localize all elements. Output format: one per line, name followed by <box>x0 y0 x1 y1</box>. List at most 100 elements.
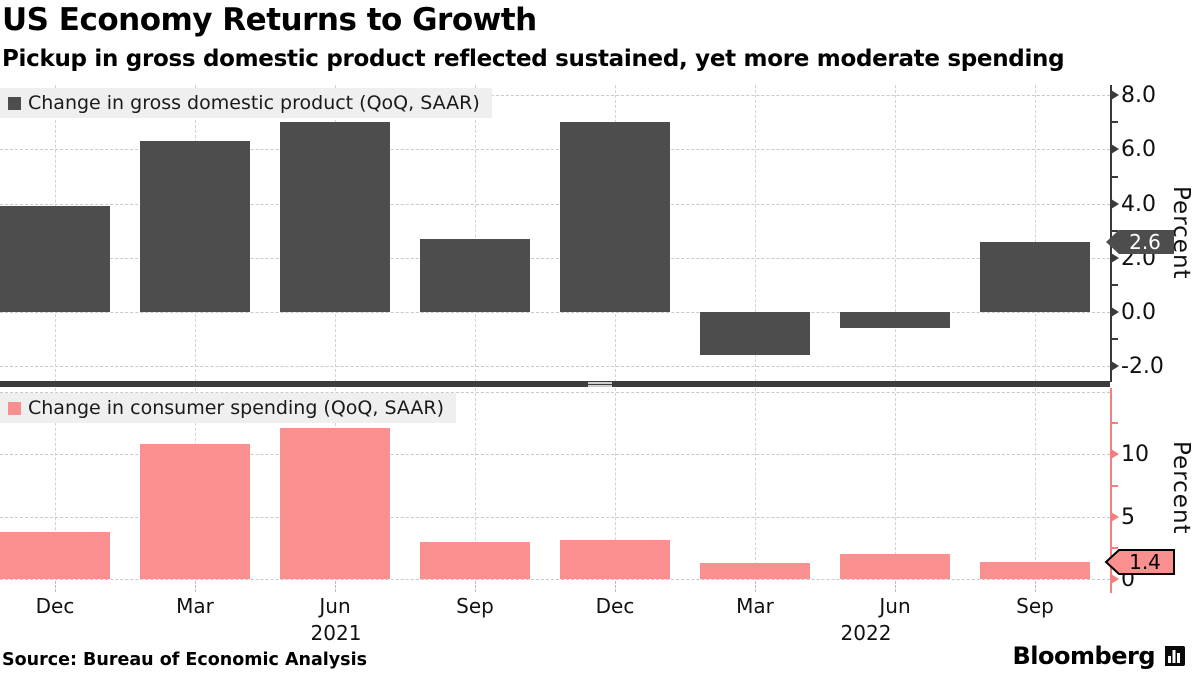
gridline-v <box>1035 388 1036 580</box>
svg-text:1.4: 1.4 <box>1129 550 1161 574</box>
consumer-spending-axis-title: Percent <box>1168 441 1194 535</box>
gdp-legend-label: Change in gross domestic product (QoQ, S… <box>28 92 480 114</box>
y-minor-tick <box>1111 175 1118 178</box>
gridline-h <box>0 366 1110 368</box>
gdp-legend: Change in gross domestic product (QoQ, S… <box>0 88 492 118</box>
panel-divider <box>0 381 1110 387</box>
gdp-bar <box>700 312 810 356</box>
x-axis-label: Jun <box>879 594 911 618</box>
gridline-v <box>1035 85 1036 382</box>
gdp-y-axis <box>1110 85 1112 382</box>
consumer-spending-last-value-badge: 1.4 <box>1104 547 1178 582</box>
consumer-spending-bar <box>700 562 810 579</box>
y-tick <box>1111 574 1119 584</box>
gridline-v <box>615 388 616 580</box>
y-tick <box>1111 198 1119 209</box>
chart-title: US Economy Returns to Growth <box>2 2 537 38</box>
x-tick <box>1035 581 1036 592</box>
y-tick-label: 8.0 <box>1121 83 1156 109</box>
gdp-legend-swatch <box>8 96 21 110</box>
gridline-v <box>895 85 896 382</box>
consumer-spending-bar <box>140 444 250 579</box>
x-axis-label: Sep <box>456 594 494 618</box>
bloomberg-terminal-icon <box>1162 644 1186 668</box>
panel-divider-grip[interactable] <box>588 382 612 384</box>
gridline-v <box>755 85 756 382</box>
gridline-h <box>0 312 1110 313</box>
x-tick <box>895 581 896 592</box>
bloomberg-logo: Bloomberg <box>1013 642 1186 670</box>
x-axis-label: Mar <box>176 594 214 618</box>
consumer-spending-legend-swatch <box>8 401 21 415</box>
y-minor-tick <box>1111 546 1118 549</box>
consumer-spending-bar <box>980 561 1090 579</box>
consumer-spending-bar <box>280 428 390 579</box>
x-axis-year-label: 2021 <box>310 621 362 645</box>
gridline-h <box>0 257 1110 259</box>
consumer-spending-legend: Change in consumer spending (QoQ, SAAR) <box>0 393 456 423</box>
gdp-bar <box>0 206 110 312</box>
x-tick <box>615 581 616 592</box>
y-tick <box>1111 144 1119 155</box>
x-tick <box>755 581 756 592</box>
x-axis-label: Dec <box>595 594 635 618</box>
source-note: Source: Bureau of Economic Analysis <box>2 650 368 670</box>
y-tick <box>1111 252 1119 263</box>
gridline-h <box>0 516 1110 518</box>
y-tick <box>1111 361 1119 372</box>
gridline-v <box>55 388 56 580</box>
gridline-h <box>0 149 1110 151</box>
gdp-last-value-badge: 2.6 <box>1104 227 1178 262</box>
y-tick-label: 10 <box>1121 442 1149 468</box>
x-tick <box>55 581 56 592</box>
gdp-bar <box>560 122 670 312</box>
gdp-bar <box>980 241 1090 312</box>
gridline-h <box>0 392 1110 394</box>
consumer-spending-legend-label: Change in consumer spending (QoQ, SAAR) <box>28 397 444 419</box>
y-tick <box>1111 449 1119 460</box>
y-minor-tick <box>1111 338 1118 341</box>
gridline-v <box>895 388 896 580</box>
x-axis-label: Sep <box>1016 594 1054 618</box>
gridline-h <box>0 454 1110 456</box>
y-tick <box>1111 511 1119 522</box>
y-tick-label: 0.0 <box>1121 300 1156 325</box>
consumer-spending-bar <box>420 541 530 579</box>
gdp-bar <box>420 238 530 312</box>
consumer-spending-bar <box>0 531 110 579</box>
bloomberg-wordmark: Bloomberg <box>1012 642 1156 670</box>
chart-subtitle: Pickup in gross domestic product reflect… <box>2 46 1065 72</box>
y-tick-label: -2.0 <box>1121 354 1164 380</box>
gridline-v <box>475 388 476 580</box>
gdp-bar <box>140 141 250 312</box>
gridline-v <box>475 85 476 382</box>
x-axis-label: Dec <box>35 594 75 618</box>
y-tick-label: 5 <box>1121 504 1135 530</box>
gridline-h <box>0 203 1110 205</box>
consumer-spending-bar <box>840 554 950 579</box>
x-tick <box>475 581 476 592</box>
gridline-h <box>0 95 1110 97</box>
x-axis-label: Jun <box>319 594 351 618</box>
consumer-spending-bar <box>560 540 670 579</box>
y-minor-tick <box>1111 422 1118 425</box>
y-minor-tick <box>1111 484 1118 487</box>
y-tick <box>1111 307 1119 317</box>
x-axis-label: Mar <box>736 594 774 618</box>
y-tick-label: 6.0 <box>1121 137 1156 163</box>
x-tick <box>335 581 336 592</box>
x-axis-year-label: 2022 <box>840 621 892 645</box>
y-minor-tick <box>1111 283 1118 286</box>
svg-text:2.6: 2.6 <box>1129 230 1161 254</box>
gdp-bar <box>280 122 390 312</box>
y-minor-tick <box>1111 229 1118 232</box>
gdp-bar <box>840 312 950 329</box>
y-minor-tick <box>1111 121 1118 124</box>
x-tick <box>195 581 196 592</box>
consumer-spending-y-axis <box>1110 388 1112 593</box>
y-tick-label: 4.0 <box>1121 191 1156 217</box>
gridline-h <box>0 579 1110 580</box>
gridline-v <box>755 388 756 580</box>
y-tick <box>1111 90 1119 101</box>
